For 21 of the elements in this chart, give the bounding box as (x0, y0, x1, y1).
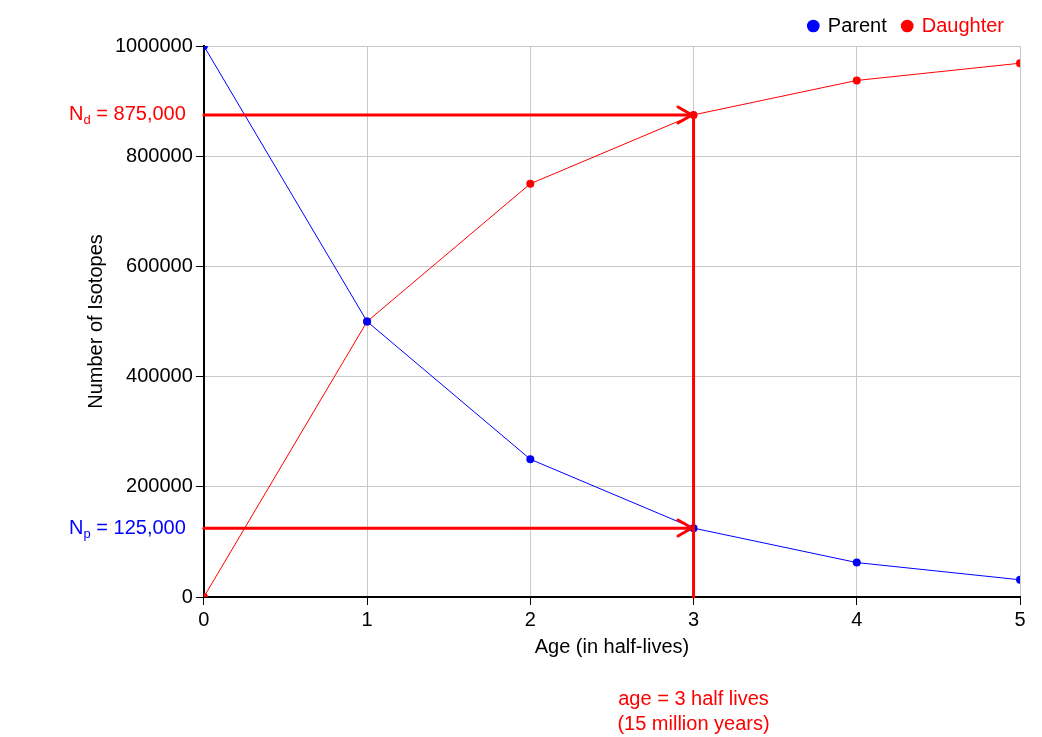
y-tick-label: 600000 (126, 253, 193, 276)
point (526, 455, 535, 464)
y-tick-label: 0 (181, 584, 193, 607)
y-tick-label: 800000 (126, 143, 193, 166)
ref-line-label: age = 3 half lives (15 million years) (617, 686, 770, 734)
point (852, 76, 861, 85)
legend-label: Parent (827, 13, 888, 36)
x-tick-label: 4 (851, 607, 863, 630)
y-tick-label: 200000 (126, 474, 193, 497)
y-tick-label: 1000000 (114, 33, 193, 56)
x-tick-label: 5 (1014, 607, 1026, 630)
y-axis-title: Number of Isotopes (83, 234, 106, 409)
y-tick-label: 400000 (126, 364, 193, 387)
x-tick-label: 3 (687, 607, 700, 630)
point (852, 558, 861, 567)
x-tick-label: 1 (361, 607, 373, 630)
legend-label: Daughter (921, 13, 1005, 36)
point (526, 179, 535, 188)
x-axis-title: Age (in half-lives) (534, 634, 690, 657)
x-tick-label: 0 (198, 607, 210, 630)
x-tick-label: 2 (524, 607, 536, 630)
